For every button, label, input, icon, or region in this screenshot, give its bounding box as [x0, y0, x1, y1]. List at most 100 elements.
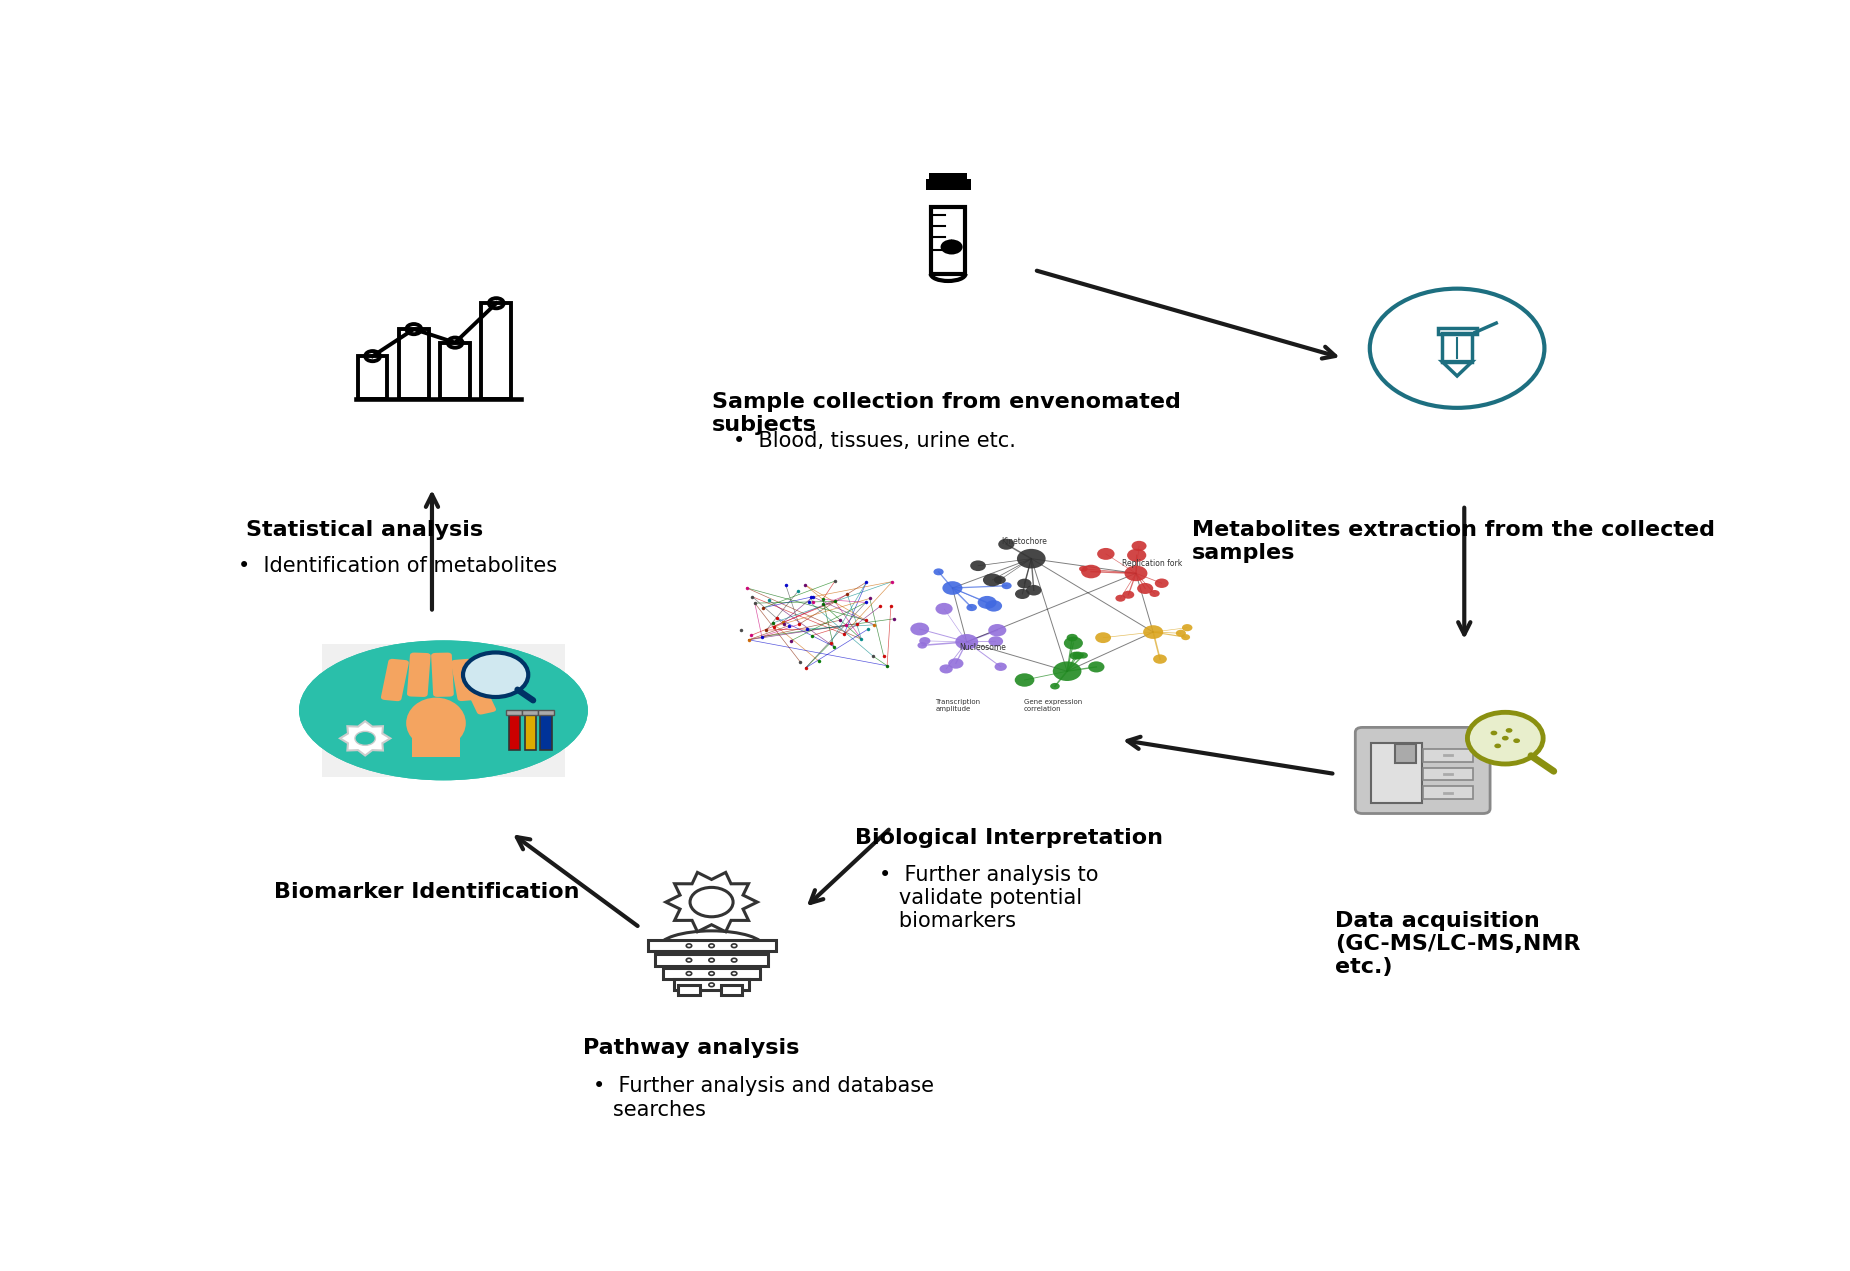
Circle shape	[1067, 634, 1079, 642]
FancyBboxPatch shape	[431, 652, 453, 697]
Circle shape	[1180, 634, 1190, 641]
Circle shape	[934, 568, 944, 576]
FancyBboxPatch shape	[381, 658, 409, 702]
Bar	[540, 716, 551, 750]
Bar	[673, 979, 749, 990]
Bar	[522, 710, 538, 716]
FancyBboxPatch shape	[464, 680, 496, 714]
Circle shape	[1001, 582, 1012, 590]
Circle shape	[1079, 652, 1088, 658]
Circle shape	[936, 602, 953, 615]
Bar	[322, 644, 564, 777]
Circle shape	[1491, 731, 1497, 736]
Circle shape	[1073, 652, 1084, 660]
Bar	[1423, 749, 1473, 761]
Circle shape	[1116, 595, 1125, 601]
Circle shape	[1149, 590, 1160, 597]
FancyBboxPatch shape	[451, 658, 477, 702]
Bar	[929, 173, 968, 179]
Circle shape	[966, 604, 977, 611]
Text: Metabolites extraction from the collected
samples: Metabolites extraction from the collecte…	[1191, 520, 1715, 563]
Circle shape	[940, 239, 962, 254]
Circle shape	[1097, 548, 1114, 559]
Text: •  Blood, tissues, urine etc.: • Blood, tissues, urine etc.	[733, 431, 1016, 451]
Polygon shape	[945, 239, 956, 243]
Text: •  Further analysis to
   validate potential
   biomarkers: • Further analysis to validate potential…	[879, 866, 1099, 932]
Circle shape	[1506, 728, 1513, 732]
Circle shape	[1123, 591, 1134, 599]
Bar	[507, 710, 522, 716]
Circle shape	[1143, 625, 1164, 639]
Bar	[538, 710, 553, 716]
Text: Statistical analysis: Statistical analysis	[246, 520, 483, 539]
Circle shape	[988, 624, 1006, 637]
Text: Transcription
amplitude: Transcription amplitude	[936, 699, 981, 712]
Circle shape	[1064, 637, 1082, 649]
Bar	[1437, 328, 1476, 334]
Text: •  Further analysis and database
   searches: • Further analysis and database searches	[592, 1077, 934, 1120]
Bar	[357, 356, 387, 399]
Circle shape	[919, 637, 931, 644]
Circle shape	[1069, 652, 1080, 660]
Circle shape	[690, 887, 733, 916]
Circle shape	[1080, 564, 1101, 578]
Bar	[931, 207, 966, 273]
Circle shape	[1018, 578, 1032, 588]
FancyBboxPatch shape	[407, 652, 431, 697]
Circle shape	[995, 662, 1006, 671]
Circle shape	[942, 581, 962, 595]
Ellipse shape	[407, 698, 466, 749]
Circle shape	[1502, 736, 1510, 741]
Circle shape	[977, 596, 997, 609]
Polygon shape	[340, 721, 390, 755]
Circle shape	[1125, 566, 1147, 581]
Circle shape	[1053, 661, 1082, 681]
Text: Kinetochore: Kinetochore	[1001, 536, 1047, 547]
Circle shape	[982, 573, 1001, 586]
Circle shape	[1513, 738, 1521, 744]
Polygon shape	[666, 872, 757, 932]
Text: Sample collection from envenomated
subjects: Sample collection from envenomated subje…	[712, 393, 1180, 436]
Bar	[662, 967, 760, 979]
Text: Biomarker Identification: Biomarker Identification	[274, 882, 579, 901]
Bar	[400, 329, 429, 399]
Bar	[1423, 768, 1473, 780]
Circle shape	[1495, 744, 1500, 749]
Bar	[509, 716, 520, 750]
Circle shape	[462, 652, 529, 697]
Circle shape	[1132, 541, 1147, 552]
Circle shape	[918, 642, 927, 648]
Text: Data acquisition
(GC-MS/LC-MS,NMR
etc.): Data acquisition (GC-MS/LC-MS,NMR etc.)	[1336, 911, 1580, 977]
Bar	[440, 343, 470, 399]
Circle shape	[1138, 583, 1153, 594]
Circle shape	[1051, 683, 1060, 689]
Bar	[1441, 333, 1473, 362]
Text: Nucleosome: Nucleosome	[960, 643, 1006, 652]
Circle shape	[1088, 661, 1104, 672]
Bar	[1395, 744, 1415, 763]
Text: Replication fork: Replication fork	[1121, 559, 1182, 568]
Bar	[679, 985, 699, 995]
Circle shape	[969, 561, 986, 571]
Circle shape	[955, 634, 979, 649]
Bar	[722, 985, 742, 995]
Circle shape	[949, 658, 964, 669]
Circle shape	[1016, 674, 1034, 686]
FancyBboxPatch shape	[1356, 727, 1489, 813]
Circle shape	[986, 600, 1003, 611]
Circle shape	[993, 576, 1006, 583]
Bar	[525, 716, 536, 750]
Circle shape	[1182, 624, 1193, 632]
Bar	[481, 304, 511, 399]
Circle shape	[1018, 549, 1045, 568]
Circle shape	[999, 539, 1014, 550]
Circle shape	[1016, 588, 1030, 599]
Circle shape	[1153, 655, 1167, 663]
Circle shape	[910, 623, 929, 636]
Circle shape	[1079, 566, 1088, 572]
Ellipse shape	[300, 641, 588, 780]
Circle shape	[1127, 549, 1147, 562]
Bar	[648, 941, 775, 952]
Ellipse shape	[300, 641, 588, 780]
Text: Pathway analysis: Pathway analysis	[583, 1038, 799, 1059]
